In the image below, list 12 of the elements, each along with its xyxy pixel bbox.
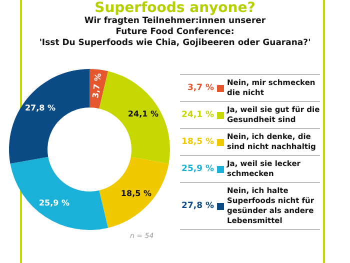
chart-title: Superfoods anyone? xyxy=(94,0,256,16)
data-label: 24,1 % xyxy=(128,110,158,119)
data-label: 18,5 % xyxy=(120,189,152,198)
data-label: 3,7 % xyxy=(91,72,103,99)
data-label: 25,9 % xyxy=(38,198,70,208)
text: 18,5 % xyxy=(182,137,214,147)
text: 3,7 % xyxy=(187,83,214,93)
chart-subtitle: Wir fragten Teilnehmer:innen unserer Future Food Conference: 'Isst Du Superfoods wie Chia, Gojibeeren oder Guarana?' xyxy=(38,16,312,49)
text: 25,9 % xyxy=(182,164,214,174)
data-label: 27,8 % xyxy=(24,104,56,113)
text: 24,1 % xyxy=(182,110,214,120)
text: 27,8 % xyxy=(182,201,214,211)
